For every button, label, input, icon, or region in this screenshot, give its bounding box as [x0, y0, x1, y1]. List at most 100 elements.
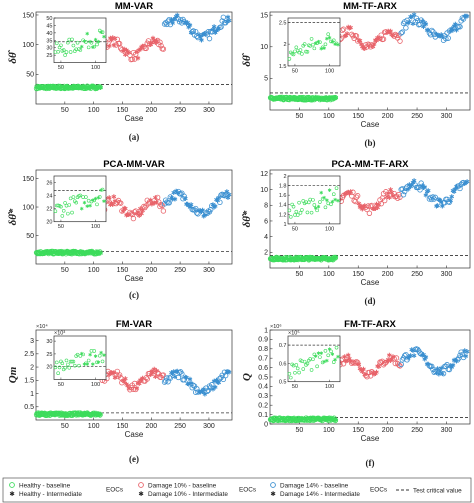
inset-data-point: [63, 201, 67, 205]
data-point-d14: ✱: [409, 181, 415, 189]
inset-y-tick-label: 30: [46, 339, 52, 345]
data-point-d10: [365, 203, 371, 209]
data-point-d10: ✱: [125, 211, 131, 219]
inset-data-point: [331, 360, 336, 364]
data-point-d14: [460, 16, 467, 22]
data-point-d10: [353, 33, 360, 39]
data-point-d10: ✱: [388, 186, 394, 194]
data-point-d10: ✱: [124, 46, 130, 54]
data-point-d10: [133, 51, 139, 57]
data-point-d10: [397, 38, 403, 44]
data-point-d14: ✱: [175, 11, 181, 19]
data-point-healthy: ✱: [320, 414, 326, 422]
data-point-d14: ✱: [422, 19, 428, 27]
data-point-d10: ✱: [384, 358, 390, 366]
inset-y-tick-label: 1: [283, 222, 286, 228]
inset-data-point: [323, 42, 328, 47]
x-tick-label: 50: [296, 427, 304, 434]
inset-data-point: [61, 48, 66, 52]
data-point-healthy: ✱: [92, 411, 98, 419]
data-point-d10: ✱: [123, 51, 129, 59]
x-axis-label: Case: [125, 114, 144, 123]
data-point-d14: [222, 372, 229, 379]
inset-data-point: [309, 368, 314, 372]
data-point-d14: ✱: [171, 16, 177, 24]
x-tick-label: 150: [352, 271, 364, 278]
inset-data-point: [59, 204, 63, 209]
data-point-d14: [432, 194, 438, 201]
data-point-d14: ✱: [464, 348, 470, 356]
inset-data-point: [97, 195, 102, 199]
data-point-healthy: [332, 94, 338, 101]
data-point-d14: [221, 369, 228, 375]
y-tick-label: 2: [264, 250, 268, 257]
data-point-d10: ✱: [108, 369, 114, 377]
data-point-d14: [222, 191, 229, 198]
x-tick-label: 300: [203, 107, 215, 114]
data-point-d14: ✱: [226, 369, 232, 377]
data-point-d14: ✱: [407, 18, 413, 26]
panel-label: (a): [129, 132, 140, 142]
data-point-d14: ✱: [464, 178, 470, 186]
data-point-healthy: ✱: [89, 248, 95, 256]
inset-x-tick-label: 100: [91, 65, 100, 71]
inset-data-point: ✱: [91, 362, 95, 368]
y-tick-label: 0.9: [258, 337, 268, 344]
inset-data-point: [315, 208, 319, 213]
data-point-d14: ✱: [411, 11, 417, 19]
data-point-d14: ✱: [216, 194, 222, 202]
y-tick-label: 0.2: [258, 403, 268, 410]
inset-data-point: ✱: [319, 46, 323, 52]
legend-damage10-intermediate: Damage 10% - Intermediate: [148, 491, 228, 498]
data-point-d14: ✱: [215, 26, 221, 34]
inset-data-point: [66, 362, 70, 367]
data-point-d10: ✱: [342, 353, 348, 361]
data-point-d14: ✱: [171, 368, 177, 376]
data-point-healthy: ✱: [312, 95, 318, 103]
data-point-d10: [354, 38, 361, 44]
y-tick-label: 6: [264, 218, 268, 225]
y-tick-label: 15: [260, 12, 268, 19]
legend-d14-intermediate-marker: ✱: [270, 491, 275, 498]
data-point-healthy: ✱: [82, 249, 88, 257]
data-point-d14: ✱: [436, 196, 442, 204]
data-point-d14: [400, 20, 407, 27]
y-tick-label: 0.1: [258, 412, 268, 419]
inset-data-point: [334, 41, 339, 46]
y-tick-label: 0.8: [258, 346, 268, 353]
inset-x-tick-label: 50: [292, 384, 298, 390]
y-tick-label: 4: [264, 234, 268, 241]
data-point-d10: ✱: [342, 33, 348, 41]
data-point-d10: ✱: [344, 30, 350, 38]
data-point-d10: ✱: [136, 47, 142, 55]
data-point-d10: ✱: [348, 24, 354, 32]
data-point-healthy: [74, 84, 81, 90]
data-point-d14: ✱: [215, 379, 221, 387]
data-point-d10: [382, 197, 388, 204]
y-tick-label: 100: [22, 204, 34, 211]
inset-data-point: [298, 211, 303, 215]
inset-data-point: [86, 358, 91, 363]
data-point-d10: [340, 26, 347, 32]
data-point-d14: ✱: [453, 185, 459, 193]
data-point-d10: ✱: [150, 369, 156, 377]
data-point-d10: ✱: [138, 46, 144, 54]
data-point-d14: ✱: [448, 197, 454, 205]
data-point-d14: [418, 180, 424, 186]
inset-data-point: [71, 359, 76, 364]
inset-data-point: [318, 40, 322, 44]
inset-y-tick-label: 24: [46, 194, 52, 200]
inset-data-point: ✱: [322, 360, 326, 366]
data-point-healthy: ✱: [318, 416, 324, 424]
data-point-d14: ✱: [437, 368, 443, 376]
panel-c: PCA-MM-VAR 50 100 150 50 100 150 200 250 300 Case δ…: [7, 159, 232, 300]
x-tick-label: 200: [145, 267, 157, 274]
inset-data-point: [320, 45, 325, 50]
inset-x-tick-label: 50: [58, 65, 64, 71]
y-tick-label: 0.4: [258, 384, 268, 391]
inset-data-point: [54, 360, 59, 365]
data-point-healthy: ✱: [332, 94, 338, 102]
inset-data-point: [297, 370, 301, 375]
data-point-d14: [429, 27, 435, 34]
data-point-d14: [164, 21, 170, 28]
